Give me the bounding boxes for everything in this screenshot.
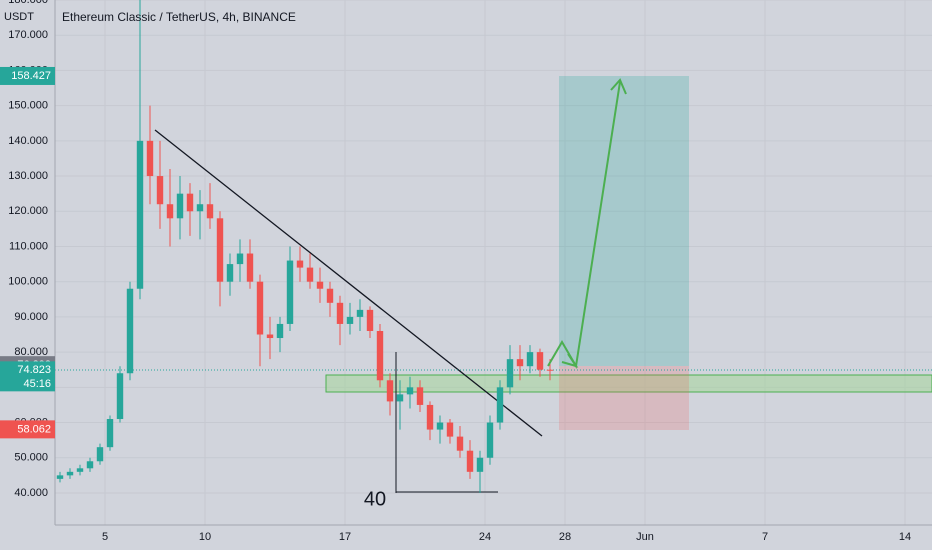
candle-body <box>136 140 144 289</box>
y-tick-label: 80.000 <box>14 346 48 358</box>
candle-body <box>316 281 324 289</box>
candles <box>56 0 554 493</box>
price-badge <box>0 66 55 85</box>
candle-body <box>376 330 384 381</box>
x-tick-label: 24 <box>479 531 491 543</box>
candle-body <box>426 404 434 430</box>
candle-body <box>286 260 294 324</box>
price-badge-label: 74.823 <box>17 364 51 376</box>
countdown: 45:16 <box>23 378 51 390</box>
x-tick-label: 10 <box>199 531 211 543</box>
candle-body <box>126 288 134 374</box>
candle-body <box>216 218 224 282</box>
candle-body <box>146 140 154 177</box>
x-tick-label: Jun <box>636 531 654 543</box>
price-badge-label: 58.062 <box>17 423 51 435</box>
x-tick-label: 5 <box>102 531 108 543</box>
candle-body <box>176 193 184 219</box>
candle-body <box>166 204 174 219</box>
candle-body <box>296 260 304 268</box>
y-tick-label: 110.000 <box>9 240 48 252</box>
y-tick-label: 170.000 <box>8 29 48 41</box>
x-axis-bg <box>0 525 932 550</box>
candle-body <box>396 394 404 402</box>
candle-body <box>86 461 94 469</box>
candle-body <box>96 447 104 462</box>
y-tick-label: 40.000 <box>14 487 48 499</box>
arrow-head <box>610 78 627 95</box>
candle-body <box>456 436 464 451</box>
candle-body <box>526 352 534 367</box>
candle-body <box>536 352 544 370</box>
candle-body <box>466 450 474 472</box>
arrow-tick <box>561 353 579 368</box>
candle-body <box>496 387 504 423</box>
candle-body <box>276 323 284 339</box>
loss-box <box>559 366 689 430</box>
candle-body <box>76 468 84 472</box>
candle-body <box>306 267 314 282</box>
y-tick-label: 130.000 <box>8 170 48 182</box>
price-badge <box>0 420 55 439</box>
candle-body <box>236 253 244 265</box>
candle-body <box>116 373 124 420</box>
axes: 40.00050.00060.00070.00080.00090.000100.… <box>0 0 911 543</box>
y-tick-label: 180.000 <box>8 0 48 6</box>
candle-body <box>416 387 424 405</box>
y-tick-label: 150.000 <box>8 100 48 112</box>
x-tick-label: 17 <box>339 531 351 543</box>
candle-body <box>406 387 414 395</box>
price-badge <box>0 361 55 392</box>
x-tick-label: 7 <box>762 531 768 543</box>
candle-body <box>246 253 254 282</box>
candle-body <box>66 471 74 476</box>
price-badge-label: 158.427 <box>11 70 51 82</box>
candle-body <box>366 309 374 331</box>
y-tick-label: 100.000 <box>8 276 48 288</box>
y-axis-bg <box>0 0 55 550</box>
trendline <box>154 129 543 437</box>
candle-body <box>326 288 334 303</box>
y-unit: USDT <box>4 11 34 23</box>
x-tick-label: 28 <box>559 531 571 543</box>
candle-body <box>386 380 394 402</box>
candle-body <box>186 193 194 212</box>
candle-body <box>506 359 514 388</box>
candle-body <box>476 457 484 472</box>
annotation: 40 <box>364 488 386 510</box>
profit-box <box>559 76 689 366</box>
y-tick-label: 140.000 <box>8 135 48 147</box>
candle-body <box>266 334 274 339</box>
candle-body <box>256 281 264 335</box>
candle-body <box>546 369 554 371</box>
y-tick-label: 120.000 <box>8 205 48 217</box>
candle-body <box>336 302 344 324</box>
candle-body <box>436 422 444 430</box>
candle-body <box>516 359 524 367</box>
candle-body <box>56 475 64 479</box>
y-tick-label: 90.000 <box>14 311 48 323</box>
candle-body <box>206 204 214 219</box>
candle-body <box>226 264 234 282</box>
candle-body <box>106 419 114 448</box>
candle-body <box>196 204 204 212</box>
candle-body <box>486 422 494 458</box>
support-zone <box>325 374 932 393</box>
candle-body <box>346 316 354 324</box>
chart-title: Ethereum Classic / TetherUS, 4h, BINANCE <box>62 10 296 24</box>
candle-body <box>356 309 364 317</box>
candle-body <box>446 422 454 437</box>
y-tick-label: 50.000 <box>14 452 48 464</box>
candle-body <box>156 176 164 205</box>
x-tick-label: 14 <box>899 531 911 543</box>
